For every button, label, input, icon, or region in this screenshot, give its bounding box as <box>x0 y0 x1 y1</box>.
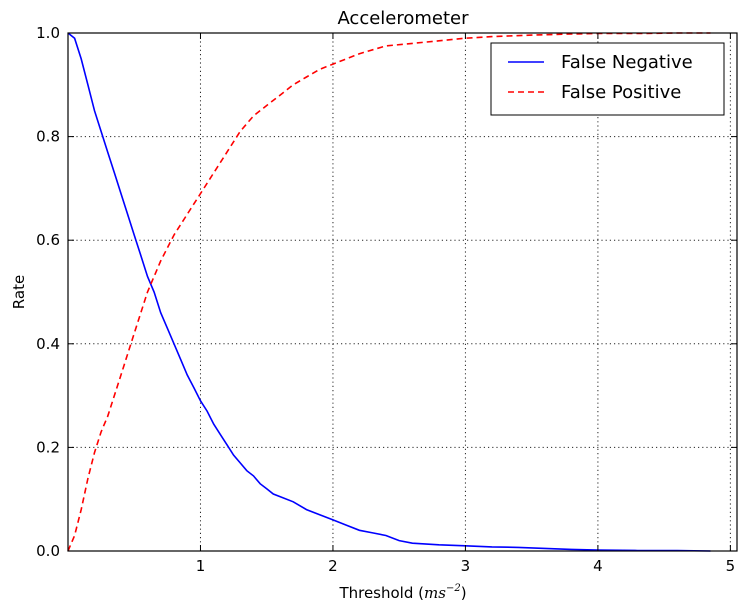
x-axis-label: Threshold <box>338 584 413 602</box>
tick-labels: 1 2 3 4 5 0.0 0.2 0.4 0.6 0.8 1.0 <box>36 24 735 575</box>
y-tick-label: 0.8 <box>36 128 60 146</box>
legend-entry-label: False Positive <box>561 82 681 103</box>
y-tick-label: 0.2 <box>36 438 60 456</box>
series-layer <box>67 32 711 552</box>
axis-ticks <box>68 32 737 552</box>
y-tick-label: 0.4 <box>36 335 60 353</box>
x-axis-unit-open-paren: ( <box>418 584 424 602</box>
legend-entry-label: False Negative <box>561 52 693 73</box>
x-axis-unit: ms <box>424 584 446 602</box>
series-line-false-negative <box>67 32 711 552</box>
y-tick-label: 1.0 <box>36 24 60 42</box>
series-line-false-positive <box>67 32 711 552</box>
x-tick-label: 3 <box>461 557 471 575</box>
x-tick-label: 5 <box>726 557 736 575</box>
legend: False Negative False Positive <box>490 42 725 116</box>
x-tick-label: 1 <box>196 557 206 575</box>
chart-title: Accelerometer <box>337 8 469 29</box>
x-axis-title: Threshold (ms−2) <box>338 583 466 602</box>
y-axis-title: Rate <box>10 275 28 309</box>
x-tick-label: 2 <box>328 557 338 575</box>
x-axis-unit-exponent: −2 <box>446 583 461 594</box>
y-tick-label: 0.6 <box>36 231 60 249</box>
x-axis-unit-close-paren: ) <box>461 584 467 602</box>
x-tick-label: 4 <box>593 557 603 575</box>
plot-frame <box>67 32 738 552</box>
legend-box <box>490 42 725 116</box>
y-tick-label: 0.0 <box>36 542 60 560</box>
